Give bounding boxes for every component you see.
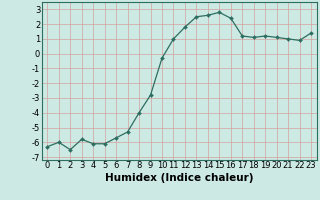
X-axis label: Humidex (Indice chaleur): Humidex (Indice chaleur) [105, 173, 253, 183]
